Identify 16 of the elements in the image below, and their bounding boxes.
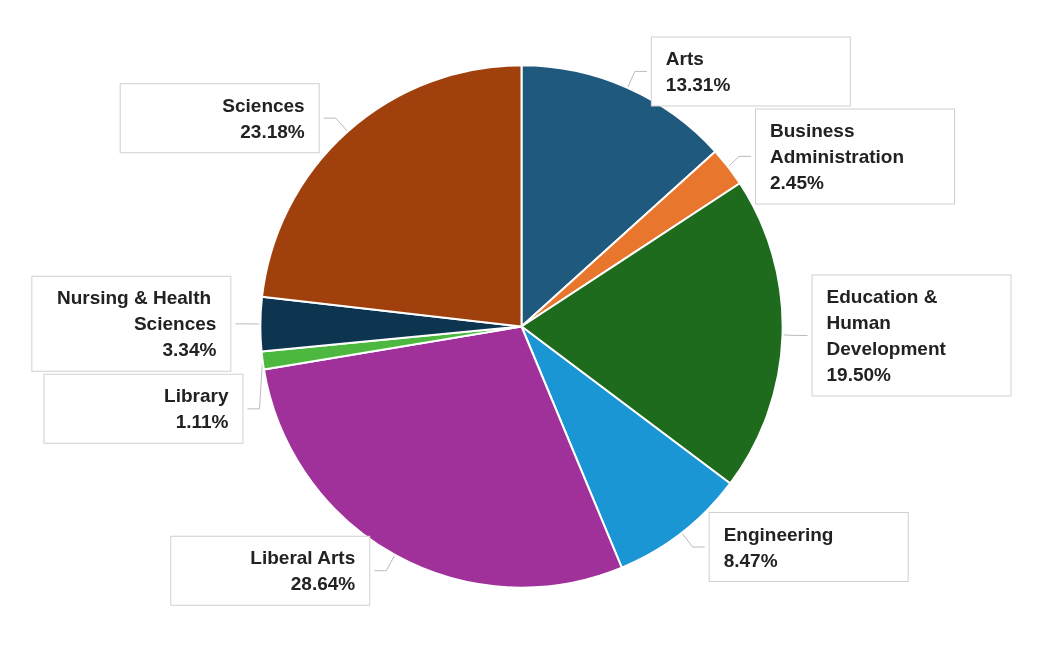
data-label: 3.34% [162, 339, 217, 361]
data-label: 8.47% [723, 549, 778, 571]
slice-label: Nursing & Health Sciences [56, 287, 217, 335]
data-label: 1.11% [175, 411, 229, 433]
data-label: 23.18% [240, 120, 305, 142]
slice-label: Library [164, 385, 229, 407]
slice-label: Liberal Arts [250, 547, 356, 569]
slice-label: Sciences [222, 94, 305, 116]
data-label: 13.31% [665, 73, 731, 95]
data-label: 2.45% [770, 171, 824, 193]
slice-label: Arts [665, 47, 704, 69]
slice-label: Education & Human Development [826, 285, 947, 359]
data-label: 19.50% [826, 363, 892, 385]
slice-label: Business Administration [770, 119, 905, 167]
slice-label: Engineering [723, 523, 834, 545]
data-label: 28.64% [290, 573, 356, 595]
